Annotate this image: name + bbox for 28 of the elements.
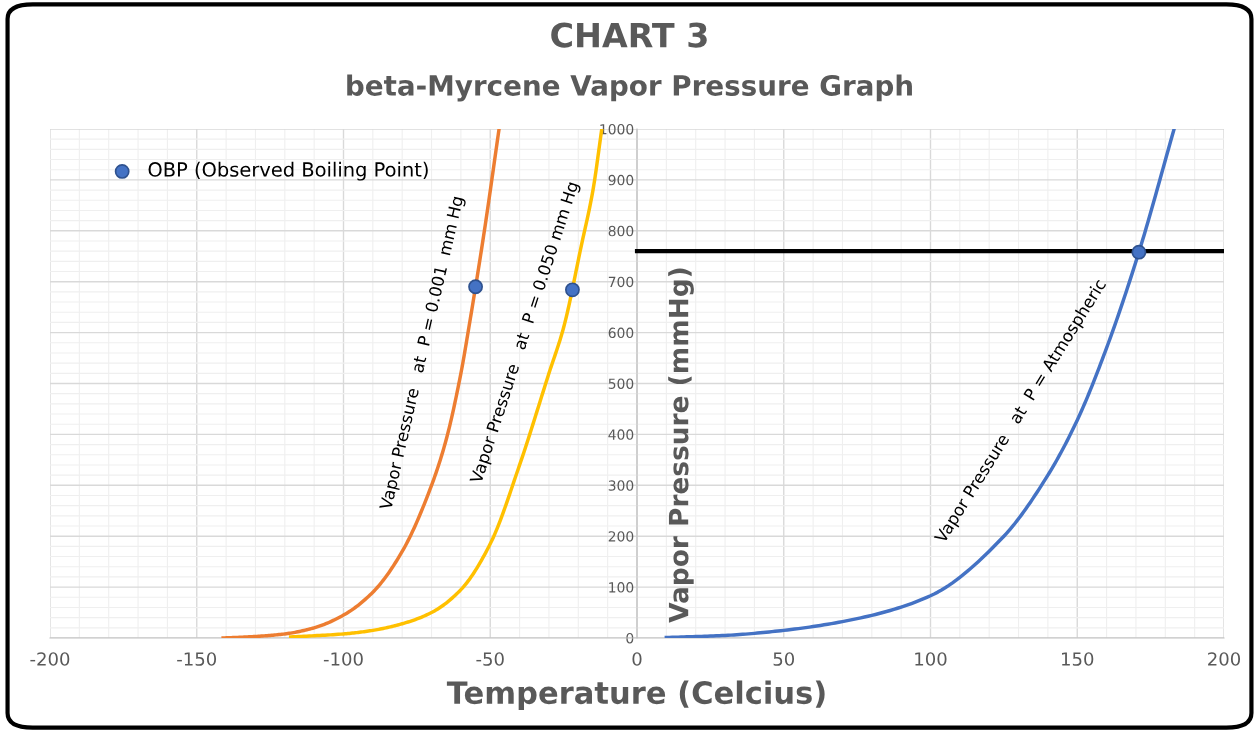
y-tick-label: 900 xyxy=(608,174,634,186)
annotation: Vapor Pressure at P = 0.001 mm Hg xyxy=(379,196,467,512)
y-tick-label: 700 xyxy=(608,276,634,288)
x-tick-label: 100 xyxy=(915,652,947,666)
legend-label: OBP (Observed Boiling Point) xyxy=(148,161,428,181)
point xyxy=(565,282,580,298)
x-tick-label: -200 xyxy=(30,652,70,666)
y-tick-label: 800 xyxy=(608,225,634,237)
point xyxy=(468,279,483,295)
y-tick-label: 200 xyxy=(608,531,634,542)
x-tick-label: 200 xyxy=(1208,652,1241,666)
y-tick-label: 500 xyxy=(608,378,634,389)
chart-subtitle: beta-Myrcene Vapor Pressure Graph xyxy=(347,74,912,102)
x-axis-title: Temperature (Celcius) xyxy=(446,680,825,711)
x-tick-label: -150 xyxy=(177,652,217,666)
point xyxy=(1131,244,1147,260)
y-axis-title: Vapor Pressure (mmHg) xyxy=(668,268,694,623)
x-tick-label: 50 xyxy=(773,652,795,666)
y-tick-label: 300 xyxy=(608,480,634,491)
y-tick-label: 400 xyxy=(608,429,634,440)
y-tick-label: 100 xyxy=(609,582,634,593)
x-tick-label: -100 xyxy=(323,652,363,666)
x-tick-label: -50 xyxy=(476,652,504,666)
y-tick-label: 1000 xyxy=(600,123,634,135)
x-tick-label: 150 xyxy=(1062,652,1094,666)
chart-title: CHART 3 xyxy=(551,22,707,48)
y-tick-label: 600 xyxy=(608,327,634,339)
y-tick-label: 0 xyxy=(626,632,634,644)
